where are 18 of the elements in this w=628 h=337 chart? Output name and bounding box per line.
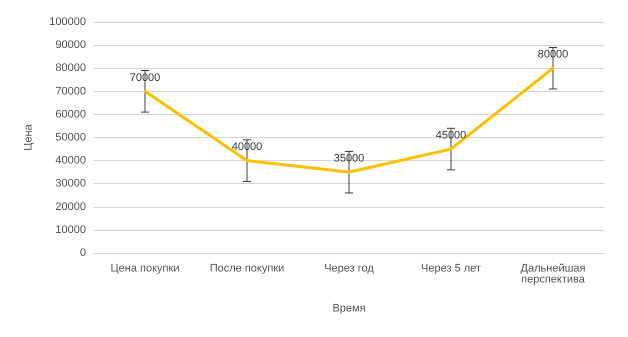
- y-tick-label: 50000: [55, 132, 86, 144]
- y-tick-label: 30000: [55, 178, 86, 190]
- y-tick-label: 90000: [55, 39, 86, 52]
- x-axis-title: Время: [332, 302, 366, 314]
- y-tick-label: 70000: [55, 85, 86, 98]
- x-tick-label: После покупки: [210, 262, 284, 274]
- x-tick-label: Дальнейшая перспектива: [520, 262, 586, 286]
- y-tick-label: 100000: [49, 16, 86, 28]
- y-tick-label: 0: [80, 247, 86, 259]
- y-tick-label: 60000: [55, 108, 86, 120]
- y-tick-label: 10000: [55, 224, 86, 236]
- x-tick-label: Через 5 лет: [421, 262, 481, 274]
- x-tick-label: Цена покупки: [110, 262, 180, 274]
- y-axis-title: Цена: [22, 123, 34, 151]
- x-tick-label: Через год: [324, 262, 374, 274]
- y-tick-label: 20000: [55, 200, 86, 213]
- y-tick-label: 80000: [55, 62, 86, 74]
- y-tick-label: 40000: [55, 154, 86, 167]
